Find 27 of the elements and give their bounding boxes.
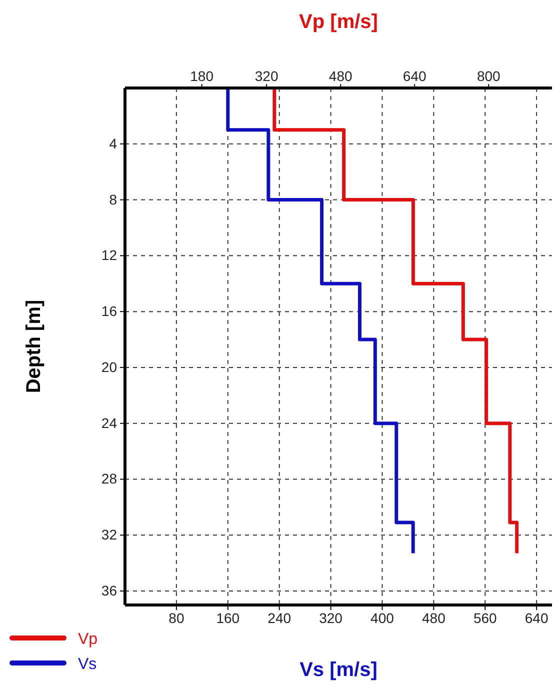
legend-label: Vp bbox=[78, 631, 98, 648]
y-tick-label: 28 bbox=[101, 470, 118, 487]
x2-tick-label: 480 bbox=[328, 68, 352, 84]
x-tick-label: 80 bbox=[168, 610, 184, 626]
x-tick-label: 560 bbox=[473, 610, 498, 626]
x-axis-title: Vs [m/s] bbox=[300, 659, 378, 681]
x2-tick-label: 320 bbox=[254, 68, 278, 84]
y-axis-title: Depth [m] bbox=[23, 300, 45, 394]
y-tick-label: 8 bbox=[109, 191, 118, 208]
x-tick-label: 240 bbox=[268, 610, 292, 626]
y-tick-label: 4 bbox=[109, 135, 118, 152]
x-tick-label: 400 bbox=[370, 610, 394, 626]
y-tick-label: 12 bbox=[101, 247, 118, 264]
x2-tick-label: 640 bbox=[402, 68, 426, 84]
y-tick-label: 16 bbox=[101, 303, 118, 320]
x-tick-label: 480 bbox=[422, 610, 446, 626]
y-tick-label: 36 bbox=[101, 582, 118, 599]
y-tick-label: 20 bbox=[101, 358, 118, 375]
x-tick-label: 640 bbox=[524, 610, 548, 626]
x2-tick-label: 800 bbox=[476, 68, 501, 84]
x-tick-label: 160 bbox=[216, 610, 240, 626]
x2-tick-label: 180 bbox=[190, 68, 214, 84]
y-tick-label: 24 bbox=[101, 414, 118, 431]
x2-axis-title: Vp [m/s] bbox=[299, 11, 378, 33]
legend-label: Vs bbox=[78, 656, 97, 673]
x-tick-label: 320 bbox=[319, 610, 343, 626]
y-tick-label: 32 bbox=[101, 526, 118, 543]
